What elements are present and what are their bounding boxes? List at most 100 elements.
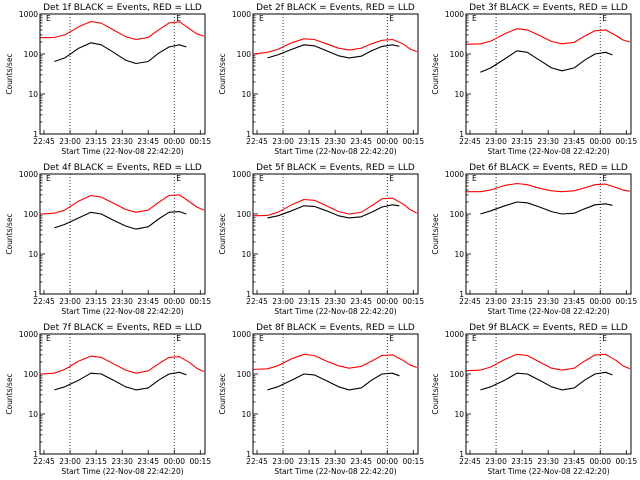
x-tick-label: 23:00 xyxy=(272,137,294,146)
plot-frame xyxy=(39,333,206,455)
x-tick-label: 00:15 xyxy=(189,457,211,466)
y-tick-label: 1 xyxy=(246,450,251,459)
y-axis-label: Counts/sec xyxy=(5,373,14,414)
y-tick-label: 1 xyxy=(459,450,464,459)
x-tick-label: 23:15 xyxy=(298,457,320,466)
x-tick-label: 23:00 xyxy=(272,457,294,466)
x-tick-label: 00:00 xyxy=(376,137,398,146)
x-tick-label: 23:45 xyxy=(137,457,159,466)
x-tick-label: 22:45 xyxy=(459,297,481,306)
x-axis-label: Start Time (22-Nov-08 22:42:20) xyxy=(487,307,609,316)
series-line-events xyxy=(54,371,187,391)
y-tick-label: 1 xyxy=(459,130,464,139)
y-tick-label: 10 xyxy=(241,250,251,259)
panel-title: Det 2f BLACK = Events, RED = LLD xyxy=(256,3,415,13)
y-tick-label: 1 xyxy=(33,290,38,299)
x-tick-label: 22:45 xyxy=(33,457,55,466)
x-tick-label: 00:15 xyxy=(402,457,424,466)
y-tick-label: 100 xyxy=(24,370,39,379)
x-tick-label: 23:00 xyxy=(272,297,294,306)
y-tick-label: 1000 xyxy=(19,10,38,19)
x-tick-label: 23:30 xyxy=(537,137,559,146)
series-line-lld xyxy=(253,38,418,55)
series-line-lld xyxy=(40,20,204,41)
x-tick-label: 23:45 xyxy=(350,137,372,146)
series-line-lld xyxy=(40,194,205,215)
x-tick-label: 23:00 xyxy=(59,137,81,146)
series-line-lld xyxy=(466,28,630,45)
panel-title: Det 1f BLACK = Events, RED = LLD xyxy=(43,3,202,13)
y-tick-label: 100 xyxy=(237,210,252,219)
y-tick-label: 10 xyxy=(454,410,464,419)
y-tick-label: 100 xyxy=(237,370,252,379)
x-tick-label: 23:30 xyxy=(537,297,559,306)
x-axis-label: Start Time (22-Nov-08 22:42:20) xyxy=(61,467,183,476)
x-axis-label: Start Time (22-Nov-08 22:42:20) xyxy=(274,307,396,316)
panel-title: Det 3f BLACK = Events, RED = LLD xyxy=(469,3,628,13)
y-tick-label: 1000 xyxy=(232,330,251,339)
plot-frame xyxy=(39,13,206,135)
x-tick-label: 22:45 xyxy=(459,457,481,466)
x-tick-label: 22:45 xyxy=(246,297,268,306)
y-tick-label: 1 xyxy=(459,290,464,299)
event-marker-label: E xyxy=(472,14,477,23)
y-tick-label: 10 xyxy=(454,250,464,259)
y-axis-label: Counts/sec xyxy=(218,373,227,414)
x-tick-label: 23:30 xyxy=(324,137,346,146)
x-tick-label: 00:15 xyxy=(615,297,637,306)
series-line-lld xyxy=(253,353,417,370)
series-line-lld xyxy=(253,197,418,217)
event-marker-label: E xyxy=(46,14,51,23)
event-marker-label: E xyxy=(176,174,181,183)
x-tick-label: 00:00 xyxy=(589,297,611,306)
series-line-events xyxy=(54,42,187,65)
series-line-events xyxy=(267,204,400,219)
x-tick-label: 00:15 xyxy=(402,137,424,146)
event-marker-label: E xyxy=(602,334,607,343)
x-axis-label: Start Time (22-Nov-08 22:42:20) xyxy=(487,467,609,476)
series-line-events xyxy=(480,371,613,391)
x-tick-label: 23:15 xyxy=(511,137,533,146)
x-tick-label: 00:00 xyxy=(376,457,398,466)
series-line-lld xyxy=(466,182,630,193)
y-tick-label: 100 xyxy=(237,50,252,59)
panel-title: Det 8f BLACK = Events, RED = LLD xyxy=(256,323,415,333)
x-tick-label: 00:00 xyxy=(163,137,185,146)
y-tick-label: 10 xyxy=(241,90,251,99)
y-tick-label: 100 xyxy=(450,210,465,219)
y-tick-label: 10 xyxy=(28,250,38,259)
x-tick-label: 23:30 xyxy=(111,297,133,306)
y-tick-label: 10 xyxy=(241,410,251,419)
x-tick-label: 23:15 xyxy=(298,297,320,306)
y-tick-label: 1000 xyxy=(445,10,464,19)
event-marker-label: E xyxy=(602,14,607,23)
panel-title: Det 6f BLACK = Events, RED = LLD xyxy=(469,163,628,173)
x-tick-label: 23:15 xyxy=(511,457,533,466)
event-marker-label: E xyxy=(472,334,477,343)
event-marker-label: E xyxy=(389,14,394,23)
x-tick-label: 23:00 xyxy=(485,137,507,146)
x-tick-label: 00:00 xyxy=(376,297,398,306)
x-tick-label: 23:15 xyxy=(298,137,320,146)
panel-title: Det 9f BLACK = Events, RED = LLD xyxy=(469,323,628,333)
plot-frame xyxy=(39,173,206,295)
event-marker-label: E xyxy=(259,334,264,343)
x-tick-label: 00:15 xyxy=(615,457,637,466)
x-tick-label: 23:30 xyxy=(324,297,346,306)
plot-frame xyxy=(252,173,419,295)
event-marker-label: E xyxy=(602,174,607,183)
event-marker-label: E xyxy=(389,334,394,343)
panel-title: Det 4f BLACK = Events, RED = LLD xyxy=(43,163,202,173)
y-tick-label: 1000 xyxy=(232,10,251,19)
series-line-events xyxy=(54,211,187,230)
y-tick-label: 100 xyxy=(24,210,39,219)
series-line-events xyxy=(480,50,613,73)
